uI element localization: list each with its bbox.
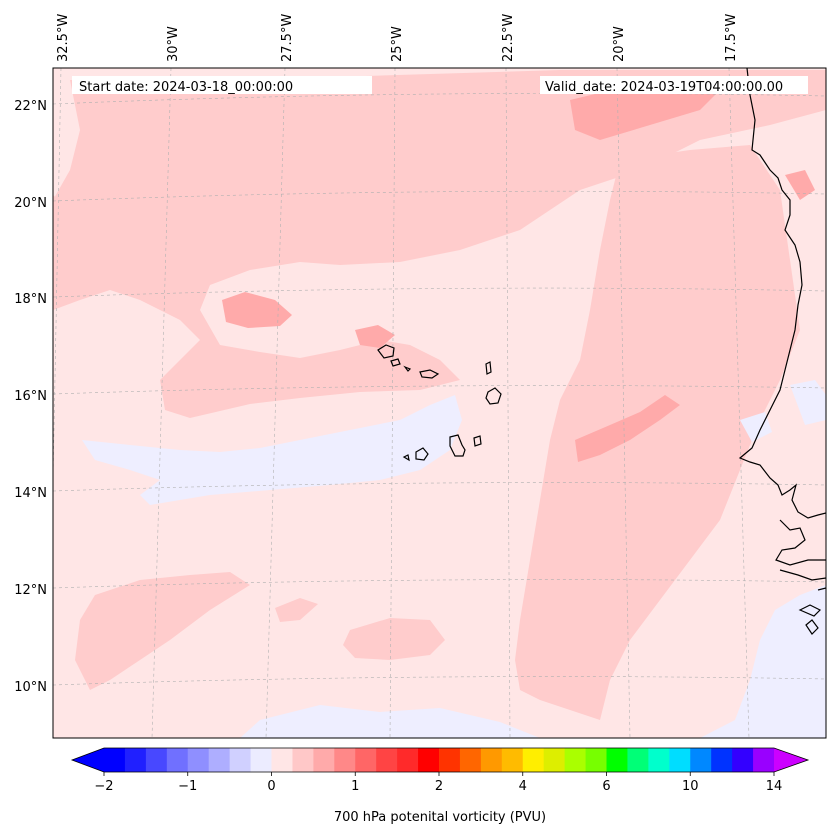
- colorbar-segment: [229, 748, 252, 772]
- cape-verde-islands: [377, 344, 502, 462]
- colorbar-segments: [104, 748, 775, 772]
- colorbar-tick-label: −1: [178, 779, 197, 794]
- lat-label: 12°N: [14, 583, 47, 598]
- colorbar-segment: [669, 748, 691, 772]
- pv-contour-weak-positive: [515, 145, 800, 720]
- colorbar-segment: [543, 748, 566, 772]
- colorbar-segment: [187, 748, 210, 772]
- pv-contour-moderate-positive: [570, 82, 720, 140]
- valid-date-text: Valid_date: 2024-03-19T04:00:00.00: [545, 80, 783, 95]
- colorbar-segment: [166, 748, 189, 772]
- pv-contour-weak-negative: [82, 395, 462, 505]
- pv-contour-weak-positive: [343, 618, 445, 660]
- colorbar-segment: [313, 748, 335, 772]
- lon-label: 25°W: [390, 26, 405, 62]
- lon-label: 32.5°W: [56, 14, 71, 62]
- lat-label: 10°N: [14, 680, 47, 695]
- colorbar-segment: [418, 748, 440, 772]
- colorbar-segment: [271, 748, 293, 772]
- coastline: [738, 68, 826, 635]
- colorbar-segment: [145, 748, 168, 772]
- colorbar-segment: [355, 748, 377, 772]
- pv-contour-moderate-positive: [222, 292, 292, 328]
- colorbar-segment: [250, 748, 272, 772]
- pv-contour-weak-negative: [240, 705, 540, 738]
- map-panel: Start date: 2024-03-18_00:00:00 Valid_da…: [53, 68, 826, 738]
- lon-label: 27.5°W: [280, 14, 295, 62]
- colorbar-segment: [564, 748, 587, 772]
- pv-contour-weak-positive: [275, 598, 318, 622]
- start-date-text: Start date: 2024-03-18_00:00:00: [79, 80, 293, 95]
- lat-label: 18°N: [14, 292, 47, 307]
- colorbar-segment: [480, 748, 503, 772]
- colorbar-label: 700 hPa potenital vorticity (PVU): [334, 810, 546, 825]
- colorbar-segment: [376, 748, 398, 772]
- colorbar-extend-low: [72, 748, 104, 772]
- colorbar-tick-label: 14: [766, 779, 783, 794]
- colorbar-segment: [397, 748, 419, 772]
- pv-contour-moderate-positive: [355, 325, 395, 348]
- lat-label: 16°N: [14, 389, 47, 404]
- pv-contour-weak-negative: [790, 380, 826, 425]
- pv-contour-moderate-positive: [575, 395, 680, 462]
- colorbar-segment: [292, 748, 314, 772]
- map-gridlines: [53, 68, 826, 738]
- pv-contour-moderate-positive: [785, 170, 815, 200]
- valid-date-box: [540, 76, 808, 94]
- colorbar-segment: [208, 748, 231, 772]
- colorbar-segment: [459, 748, 482, 772]
- colorbar-segment: [501, 748, 524, 772]
- colorbar-ticks: −2 −1 0 1 2 4 6 10 14: [94, 772, 782, 794]
- colorbar-segment: [522, 748, 545, 772]
- colorbar-tick-label: 10: [682, 779, 699, 794]
- colorbar-segment: [104, 748, 126, 772]
- colorbar-tick-label: 2: [435, 779, 443, 794]
- lon-label: 20°W: [612, 26, 627, 62]
- lon-label: 30°W: [166, 26, 181, 62]
- colorbar-segment: [732, 748, 754, 772]
- start-date-box: [72, 76, 372, 94]
- lon-label: 17.5°W: [724, 14, 739, 62]
- longitude-labels: 32.5°W 30°W 27.5°W 25°W 22.5°W 20°W 17.5…: [56, 14, 739, 62]
- colorbar-segment: [439, 748, 461, 772]
- colorbar-segment: [711, 748, 733, 772]
- pv-contour-weak-positive: [75, 572, 250, 690]
- pv-contour-weak-positive: [53, 70, 826, 418]
- pv-contour-weak-positive: [53, 195, 80, 305]
- colorbar-segment: [585, 748, 607, 772]
- colorbar-segment: [606, 748, 628, 772]
- map-frame: [52, 67, 827, 739]
- colorbar-tick-label: −2: [94, 779, 113, 794]
- colorbar-segment: [627, 748, 649, 772]
- colorbar-segment: [690, 748, 712, 772]
- pv-contour-weak-negative: [740, 412, 772, 442]
- pv-contour-weak-negative: [700, 585, 826, 738]
- colorbar-tick-label: 1: [351, 779, 359, 794]
- colorbar-segment: [334, 748, 356, 772]
- latitude-labels: 22°N 20°N 18°N 16°N 14°N 12°N 10°N: [14, 99, 47, 695]
- colorbar-segment: [124, 748, 147, 772]
- lon-label: 22.5°W: [501, 14, 516, 62]
- lat-label: 14°N: [14, 486, 47, 501]
- lat-label: 22°N: [14, 99, 47, 114]
- colorbar-extend-high: [774, 748, 808, 772]
- colorbar-segment: [648, 748, 670, 772]
- colorbar-tick-label: 0: [267, 779, 275, 794]
- colorbar-tick-label: 4: [519, 779, 527, 794]
- colorbar-tick-label: 6: [602, 779, 610, 794]
- colorbar: −2 −1 0 1 2 4 6 10 14 700 hPa potenital vorticit…: [70, 747, 810, 825]
- lat-label: 20°N: [14, 196, 47, 211]
- colorbar-segment: [753, 748, 775, 772]
